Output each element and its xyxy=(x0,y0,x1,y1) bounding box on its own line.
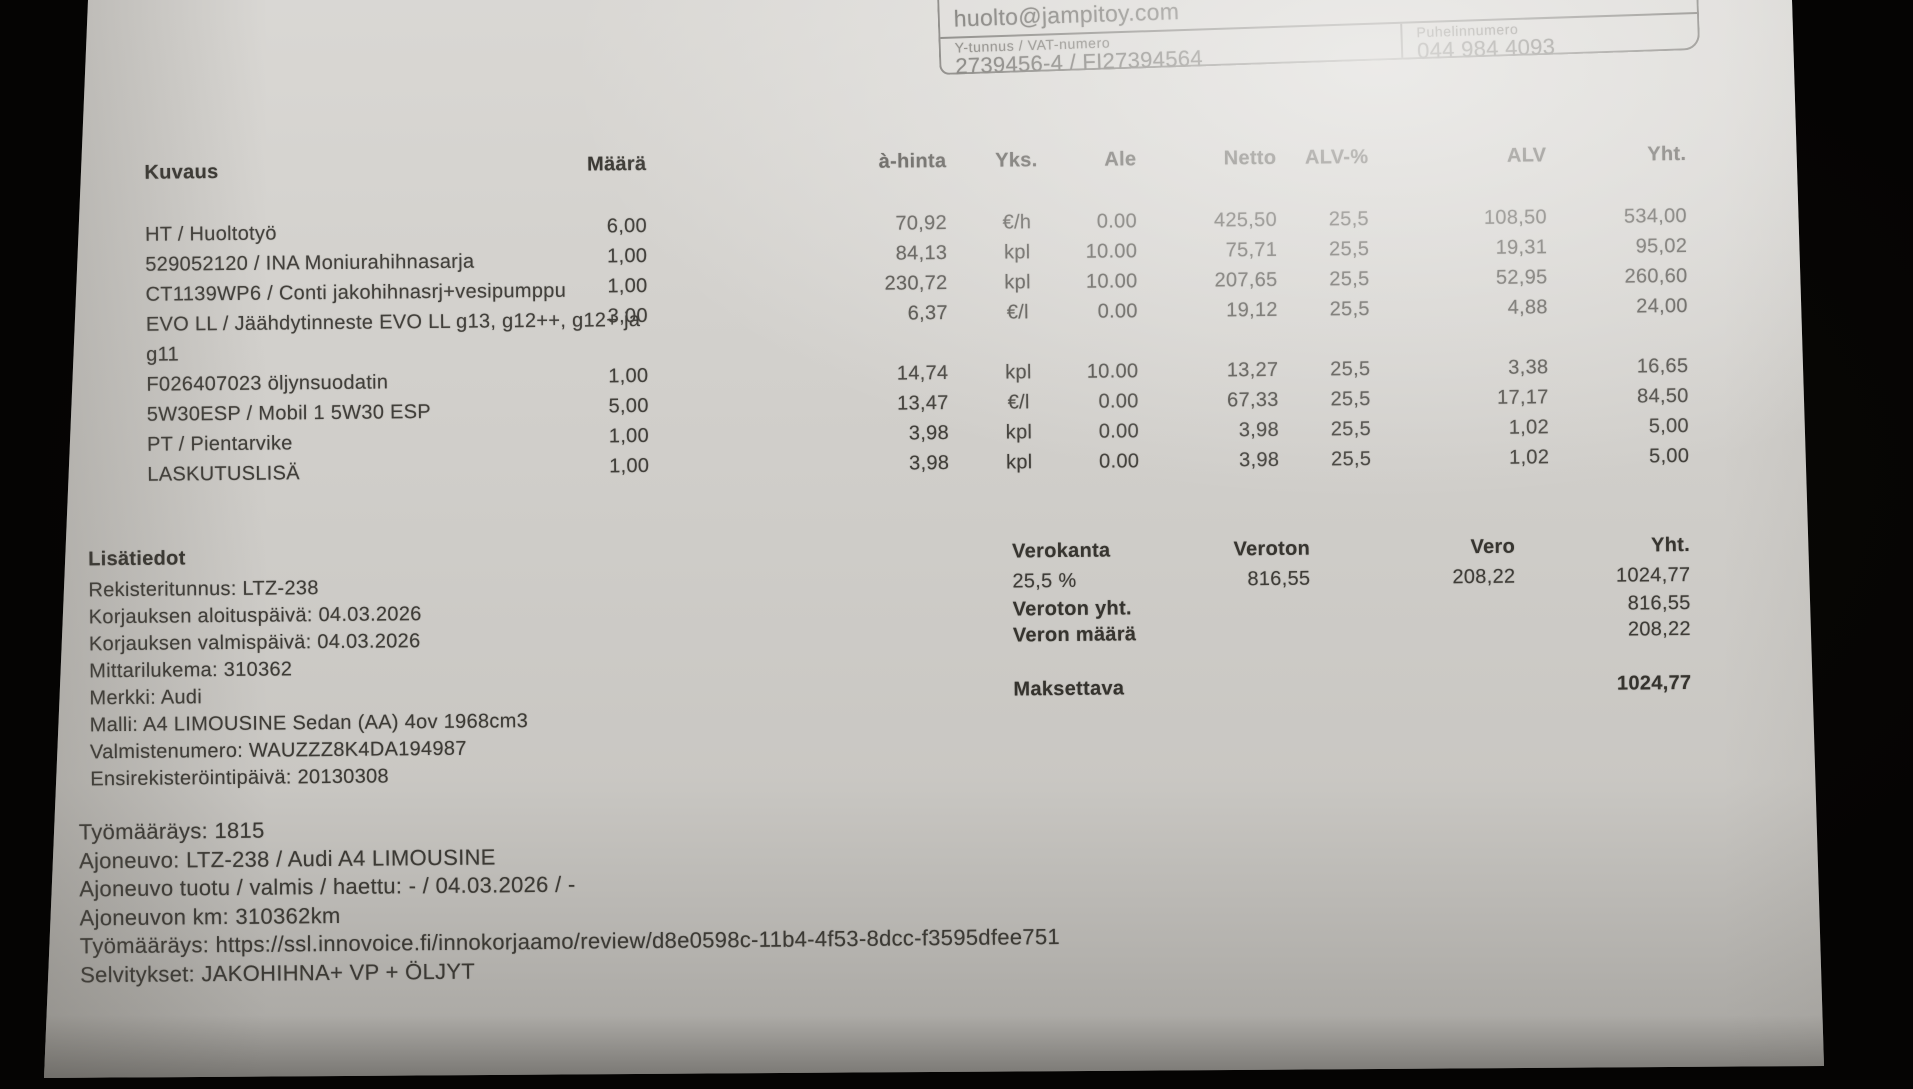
row-alv-pct: 25,5 xyxy=(1329,298,1370,321)
row-maara: 1,00 xyxy=(607,274,648,298)
row-alv: 52,95 xyxy=(1495,266,1548,289)
row-ahinta: 230,72 xyxy=(884,272,948,295)
row-ahinta: 70,92 xyxy=(895,212,948,235)
col-veroton: Veroton xyxy=(1233,537,1311,561)
row-alv-pct: 25,5 xyxy=(1328,238,1370,261)
header-alv-pct: ALV-% xyxy=(1304,146,1369,169)
header-yht: Yht. xyxy=(1647,142,1687,166)
payable-row: Maksettava 1024,77 xyxy=(1013,672,1691,705)
col-verokanta: Verokanta xyxy=(1012,539,1111,563)
vat-total-row: Veron määrä 208,22 xyxy=(1013,618,1691,651)
tax-amount: 208,22 xyxy=(1452,565,1516,589)
work-order-block: Työmääräys: 1815 Ajoneuvo: LTZ-238 / Aud… xyxy=(79,809,1061,990)
row-yht: 534,00 xyxy=(1623,204,1688,228)
row-maara: 1,00 xyxy=(608,424,650,448)
tax-total: 1024,77 xyxy=(1615,563,1691,587)
row-alv: 17,17 xyxy=(1496,386,1549,409)
info-line-registration: Rekisteritunnus: LTZ-238 xyxy=(88,577,319,602)
row-alv-pct: 25,5 xyxy=(1330,388,1371,411)
info-line-vin: Valmistenumero: WAUZZZ8K4DA194987 xyxy=(89,737,467,764)
row-alv: 3,38 xyxy=(1508,356,1549,379)
info-line-make: Merkki: Audi xyxy=(89,686,203,710)
row-yht: 24,00 xyxy=(1636,294,1688,318)
email-value: huolto@jampitoy.com xyxy=(953,0,1180,32)
row-ahinta: 13,47 xyxy=(897,392,949,415)
row-alv: 108,50 xyxy=(1483,206,1548,229)
payable-label: Maksettava xyxy=(1013,677,1125,701)
row-alv-pct: 25,5 xyxy=(1328,208,1370,231)
row-alv-pct: 25,5 xyxy=(1330,448,1372,471)
additional-info-title: Lisätiedot xyxy=(88,547,186,571)
row-ahinta: 84,13 xyxy=(895,242,948,265)
info-line-model: Malli: A4 LIMOUSINE Sedan (AA) 4ov 1968c… xyxy=(89,710,529,737)
col-yht: Yht. xyxy=(1650,533,1691,557)
net-total-label: Veroton yht. xyxy=(1012,597,1132,621)
row-ahinta: 14,74 xyxy=(896,362,949,385)
tax-net: 816,55 xyxy=(1247,567,1311,591)
phone-value: 044 984 4093 xyxy=(1416,33,1556,64)
row-maara: 1,00 xyxy=(608,364,649,388)
row-maara: 5,00 xyxy=(608,394,649,418)
row-yht: 95,02 xyxy=(1635,234,1688,258)
row-alv: 1,02 xyxy=(1508,446,1550,469)
header-ahinta: à-hinta xyxy=(878,150,947,173)
info-line-first-registration: Ensirekisteröintipäivä: 20130308 xyxy=(90,765,390,791)
tax-rate-row: 25,5 % 816,55 208,22 1024,77 xyxy=(1012,564,1690,597)
row-maara: 1,00 xyxy=(609,454,650,478)
header-maara: Määrä xyxy=(586,152,647,176)
header-alv: ALV xyxy=(1506,144,1547,167)
row-alv: 4,88 xyxy=(1507,296,1548,319)
payable-value: 1024,77 xyxy=(1616,671,1692,695)
letterhead-box: huolto@jampitoy.com Y-tunnus / VAT-numer… xyxy=(936,0,1701,79)
info-line-odometer: Mittarilukema: 310362 xyxy=(89,658,293,683)
row-yht: 16,65 xyxy=(1636,354,1689,378)
totals-header-row: Verokanta Veroton Vero Yht. xyxy=(1012,534,1690,567)
row-ahinta: 3,98 xyxy=(909,452,950,475)
totals-block: Verokanta Veroton Vero Yht. 25,5 % 816,5… xyxy=(1012,534,1692,701)
row-yht: 260,60 xyxy=(1624,264,1688,288)
info-line-repair-done: Korjauksen valmispäivä: 04.03.2026 xyxy=(88,630,421,656)
row-alv-pct: 25,5 xyxy=(1329,268,1370,291)
row-alv-pct: 25,5 xyxy=(1330,358,1371,381)
net-total-value: 816,55 xyxy=(1627,591,1691,615)
row-yht: 84,50 xyxy=(1636,384,1689,408)
row-maara: 1,00 xyxy=(607,244,648,268)
line-items-table: Kuvaus Määrä à-hinta Yks. Ale Netto ALV-… xyxy=(144,135,1689,510)
row-alv-pct: 25,5 xyxy=(1330,418,1372,441)
row-yht: 5,00 xyxy=(1648,414,1690,438)
row-ahinta: 6,37 xyxy=(907,302,948,325)
row-yht: 5,00 xyxy=(1648,444,1690,468)
info-line-repair-start: Korjauksen aloituspäivä: 04.03.2026 xyxy=(88,603,422,629)
vat-total-value: 208,22 xyxy=(1627,617,1691,641)
row-ahinta: 3,98 xyxy=(908,422,950,445)
col-vero: Vero xyxy=(1470,535,1516,559)
row-alv: 19,31 xyxy=(1495,236,1548,259)
additional-info-block: Lisätiedot Rekisteritunnus: LTZ-238 Korj… xyxy=(88,544,529,793)
row-alv: 1,02 xyxy=(1508,416,1550,439)
row-maara: 6,00 xyxy=(606,214,648,238)
tax-rate: 25,5 % xyxy=(1012,569,1077,593)
table-header-row: Kuvaus Määrä à-hinta Yks. Ale Netto ALV-… xyxy=(144,143,1686,188)
row-maara: 3,00 xyxy=(607,304,648,328)
vat-total-label: Veron määrä xyxy=(1012,623,1137,647)
